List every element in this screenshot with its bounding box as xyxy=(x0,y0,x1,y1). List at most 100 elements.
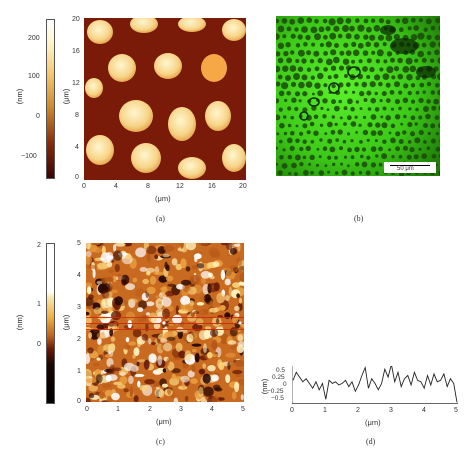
pore-dot xyxy=(358,59,363,64)
roughness-speck xyxy=(142,278,149,285)
panel-a-colorbar xyxy=(46,19,55,179)
pore-dot xyxy=(279,122,285,129)
roughness-speck xyxy=(180,295,191,306)
roughness-speck xyxy=(225,352,236,358)
panel-a-cb-tick: 100 xyxy=(28,73,40,80)
roughness-speck xyxy=(98,391,105,399)
pore-dot xyxy=(329,146,336,153)
roughness-speck xyxy=(101,310,109,314)
pore-dot xyxy=(323,34,328,40)
pore-dot xyxy=(430,58,435,63)
roughness-speck xyxy=(133,347,140,356)
roughness-speck xyxy=(203,343,207,354)
pore-dot xyxy=(423,140,427,144)
panel-c-x-tick: 5 xyxy=(241,406,245,413)
pore-dot xyxy=(294,106,299,112)
pore-dot xyxy=(330,49,337,56)
roughness-speck xyxy=(173,397,179,402)
roughness-speck xyxy=(191,365,196,372)
pore-dot xyxy=(293,73,300,80)
pore-dot xyxy=(276,114,281,121)
roughness-speck xyxy=(216,292,226,304)
pore-dot xyxy=(282,148,286,152)
roughness-speck xyxy=(137,307,144,313)
pore-dot xyxy=(435,83,440,88)
panel-d-x-tick: 0 xyxy=(290,407,294,414)
pore-dot xyxy=(338,82,344,88)
roughness-speck xyxy=(145,301,155,307)
panel-a-colorbar-label: (nm) xyxy=(15,88,25,105)
panel-d-y-tick: −0.25 xyxy=(267,388,284,395)
pore-dot xyxy=(409,147,415,153)
roughness-speck xyxy=(130,365,139,372)
pore-dot xyxy=(310,75,315,80)
roughness-speck xyxy=(86,243,91,250)
pore-dot xyxy=(410,115,416,121)
pore-dot xyxy=(345,33,352,40)
roughness-speck xyxy=(146,245,157,255)
pore-dot xyxy=(282,34,287,39)
pore-dot xyxy=(410,99,416,104)
pore-dot xyxy=(355,162,360,167)
roughness-speck xyxy=(96,332,107,340)
pore-dot xyxy=(331,115,335,119)
roughness-speck xyxy=(100,243,104,246)
roughness-speck xyxy=(106,276,114,283)
pore-dot xyxy=(324,132,328,136)
pore-dot xyxy=(370,162,376,168)
roughness-speck xyxy=(146,312,150,316)
pore-dot xyxy=(423,106,429,112)
roughness-speck xyxy=(158,301,163,304)
roughness-speck xyxy=(187,370,195,378)
pore-dot xyxy=(388,148,392,152)
pore-dot xyxy=(302,91,308,97)
panel-c-cb-tick: 1 xyxy=(37,301,41,308)
panel-d-x-tick: 4 xyxy=(422,407,426,414)
roughness-speck xyxy=(200,296,206,300)
pore-dot xyxy=(281,18,288,24)
pore-dot xyxy=(376,49,384,57)
roughness-speck xyxy=(209,328,219,337)
pore-dot xyxy=(395,146,400,152)
roughness-speck xyxy=(203,386,214,397)
roughness-speck xyxy=(182,329,188,334)
roughness-speck xyxy=(229,248,238,255)
pore-dot xyxy=(438,41,440,48)
pore-dot xyxy=(351,41,357,47)
pore-dot xyxy=(330,65,337,71)
panel-a-y-tick: 12 xyxy=(72,80,80,87)
pore-dot xyxy=(276,81,281,87)
pore-dot xyxy=(295,43,301,48)
pore-dot xyxy=(354,33,360,40)
roughness-speck xyxy=(126,311,135,321)
pore-dot xyxy=(320,106,324,110)
pore-dot xyxy=(351,59,356,64)
pore-dot xyxy=(309,154,315,161)
pore-dot xyxy=(395,18,401,24)
roughness-speck xyxy=(149,276,157,285)
pore-dot xyxy=(419,82,425,88)
pore-dot xyxy=(418,147,422,151)
pore-dot xyxy=(377,34,385,41)
panel-d-profile-plot xyxy=(292,366,458,404)
roughness-speck xyxy=(105,353,112,358)
roughness-speck xyxy=(196,302,205,306)
roughness-speck xyxy=(125,283,135,291)
pore-dot xyxy=(369,66,375,73)
roughness-speck xyxy=(202,363,206,369)
pore-dot xyxy=(331,83,336,89)
pore-dot xyxy=(306,130,311,135)
pore-dot xyxy=(290,50,295,55)
pore-dot xyxy=(295,138,300,144)
pore-dot xyxy=(438,170,440,176)
roughness-speck xyxy=(138,300,148,310)
roughness-speck xyxy=(175,342,183,352)
panel-a-y-tick: 0 xyxy=(75,174,79,181)
pore-dot xyxy=(297,17,305,24)
panel-a-cb-tick: 0 xyxy=(36,113,40,120)
pore-dot xyxy=(429,41,436,48)
panel-d-y-tick: 0.25 xyxy=(272,374,285,381)
pore-dot xyxy=(313,50,320,57)
pore-dot xyxy=(299,131,304,136)
pore-dot xyxy=(302,139,307,144)
